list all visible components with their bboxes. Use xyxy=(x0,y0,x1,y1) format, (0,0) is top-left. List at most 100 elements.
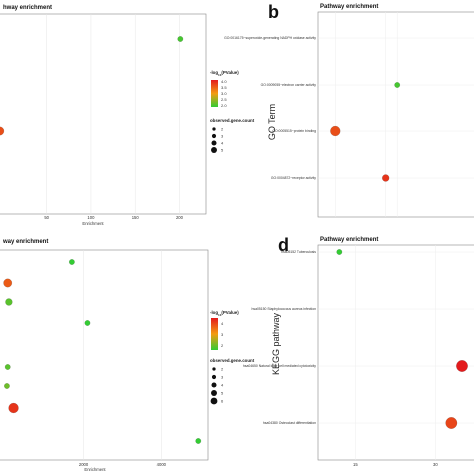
panel-b-point xyxy=(382,174,390,182)
panel-d-x-tick-label: 30 xyxy=(433,462,438,467)
panel-c-size-label: 4 xyxy=(221,382,224,387)
panel-a-colorbar-tick: 3.5 xyxy=(221,85,227,90)
panel-a-size-legend: 2 3 4 5 xyxy=(211,126,224,153)
panel-d-plot-area xyxy=(317,244,474,461)
panel-c-point xyxy=(195,438,202,444)
panel-d-category-label: hsa04380 Osteoclast differentiation xyxy=(263,421,316,425)
panel-d-point xyxy=(445,417,458,429)
panel-c-size-key xyxy=(211,382,217,388)
panel-a-x-tick-label: 50 xyxy=(44,215,49,220)
panel-c-x-ticks: 2000 4000 xyxy=(79,462,167,467)
panel-a-plot-area xyxy=(0,13,207,215)
panel-b-grid xyxy=(318,12,474,217)
panel-c-color-legend-title: -log10(PValue) xyxy=(210,310,239,317)
panel-a-size-key xyxy=(211,147,217,153)
panel-a-x-tick-label: 200 xyxy=(176,215,184,220)
panel-d: d Pathway enrichment KEGG pathway hsa051… xyxy=(243,235,474,467)
panel-b-ylabel: GO Term xyxy=(267,104,277,140)
panel-c-plot-area xyxy=(0,249,209,461)
panel-c-title: way enrichment xyxy=(2,239,48,245)
panel-d-point xyxy=(336,249,343,255)
panel-a-points xyxy=(0,36,184,136)
panel-b-category-label: GO:0009055~electron carrier activity xyxy=(261,83,317,87)
panel-a-colorbar-tick: 3.0 xyxy=(221,91,227,96)
panel-d-point xyxy=(456,360,468,372)
panel-c-size-legend: 2 3 4 5 6 xyxy=(210,366,224,405)
panel-a-colorbar-tick: 2.0 xyxy=(221,103,227,108)
panel-c-point xyxy=(4,364,11,370)
panel-b-plot-area xyxy=(317,11,474,218)
panel-a-point xyxy=(177,36,184,42)
panel-c-point xyxy=(84,320,91,326)
panel-b-points xyxy=(330,82,401,182)
panel-a-x-tick-label: 100 xyxy=(87,215,95,220)
panel-c-size-label: 3 xyxy=(221,374,224,379)
panel-a-x-ticks: 50 100 150 200 xyxy=(44,215,183,220)
panel-c-point xyxy=(8,402,19,414)
panel-d-category-label: hsa05150 Staphylococcus aureus infection xyxy=(252,307,317,311)
panel-a-colorbar xyxy=(211,80,218,107)
panel-a-color-legend-title: -log10(PValue) xyxy=(210,70,239,77)
panel-c-point xyxy=(5,298,13,306)
panel-a-size-label: 3 xyxy=(221,133,224,138)
panel-c-size-key xyxy=(212,367,216,371)
panel-c-colorbar-tick: 4 xyxy=(221,321,224,326)
panel-c-point xyxy=(69,259,75,265)
panel-a-colorbar-ticks: 4.03.53.02.52.0 xyxy=(221,79,227,108)
panel-b-letter: b xyxy=(268,2,279,22)
panel-a-size-key xyxy=(212,127,216,131)
panel-c-colorbar-tick: 3 xyxy=(221,332,224,337)
panel-c-x-tick-label: 2000 xyxy=(79,462,89,467)
panel-c-xlabel: Enrichment xyxy=(84,467,106,472)
panel-c-legend: -log10(PValue) 4 3 2 observed.gene.count 2… xyxy=(210,310,255,405)
panel-c-x-tick-label: 4000 xyxy=(157,462,167,467)
panel-a-grid xyxy=(46,14,180,214)
panel-d-letter: d xyxy=(278,235,289,255)
panel-c-point xyxy=(3,278,13,288)
panel-d-x-ticks: 15 30 xyxy=(353,462,438,467)
panel-c-size-label: 6 xyxy=(221,398,224,403)
panel-b-category-label: GO:0016175~superoxide-generating NADPH o… xyxy=(224,36,316,40)
panel-c-colorbar-tick: 2 xyxy=(221,343,224,348)
panel-b-categories: GO:0016175~superoxide-generating NADPH o… xyxy=(224,36,316,180)
panel-a-colorbar-tick: 2.5 xyxy=(221,97,227,102)
panel-a-colorbar-tick: 4.0 xyxy=(221,79,227,84)
panel-d-category-label: hsa04650 Natural killer cell mediated cy… xyxy=(243,364,316,368)
panel-a-legend: -log10(PValue) 4.03.53.02.52.0 observed.… xyxy=(210,70,255,153)
panel-b-category-label: GO:0004872~receptor activity xyxy=(271,176,316,180)
panel-a-title: hway enrichment xyxy=(3,5,52,11)
panel-d-x-tick-label: 15 xyxy=(353,462,358,467)
panel-c-size-key xyxy=(211,390,217,396)
panel-a-point xyxy=(0,126,5,136)
panel-a-xlabel: Enrichment xyxy=(82,221,104,226)
panel-a-size-label: 4 xyxy=(221,140,224,145)
panel-c: way enrichment 2000 4000 Enrichment -log1… xyxy=(0,239,255,472)
panel-d-category-label: hsa05152 Tuberculosis xyxy=(281,250,316,254)
panel-c-colorbar xyxy=(211,318,218,350)
panel-c-grid xyxy=(83,250,162,460)
panel-a-size-label: 5 xyxy=(221,147,224,152)
panel-b-point xyxy=(394,82,401,88)
panel-c-size-legend-title: observed.gene.count xyxy=(210,358,255,363)
panel-c-size-label: 2 xyxy=(221,366,224,371)
panel-a-size-legend-title: observed.gene.count xyxy=(210,118,255,123)
panel-a-size-key xyxy=(211,133,217,139)
panel-d-ylabel: KEGG pathway xyxy=(271,312,281,375)
panel-a: hway enrichment 50 100 150 200 Enrichment -… xyxy=(0,5,255,226)
panel-a-size-key xyxy=(211,140,217,146)
panel-b-title: Pathway enrichment xyxy=(320,4,378,10)
panel-a-x-tick-label: 150 xyxy=(132,215,140,220)
panel-b-point xyxy=(330,125,341,137)
panel-c-point xyxy=(4,383,10,389)
panel-b: b Pathway enrichment GO Term GO:0016175~… xyxy=(224,2,474,218)
panel-a-size-label: 2 xyxy=(221,126,224,131)
panel-c-size-key xyxy=(210,397,218,405)
panel-c-points xyxy=(3,259,202,444)
panel-d-points xyxy=(336,249,468,429)
panel-c-size-label: 5 xyxy=(221,390,224,395)
panel-c-colorbar-ticks: 4 3 2 xyxy=(221,321,224,348)
panel-b-category-label: GO:0005515~protein binding xyxy=(272,129,316,133)
panel-d-categories: hsa05152 Tuberculosis hsa05150 Staphyloco… xyxy=(243,250,316,425)
panel-c-size-key xyxy=(211,374,217,380)
